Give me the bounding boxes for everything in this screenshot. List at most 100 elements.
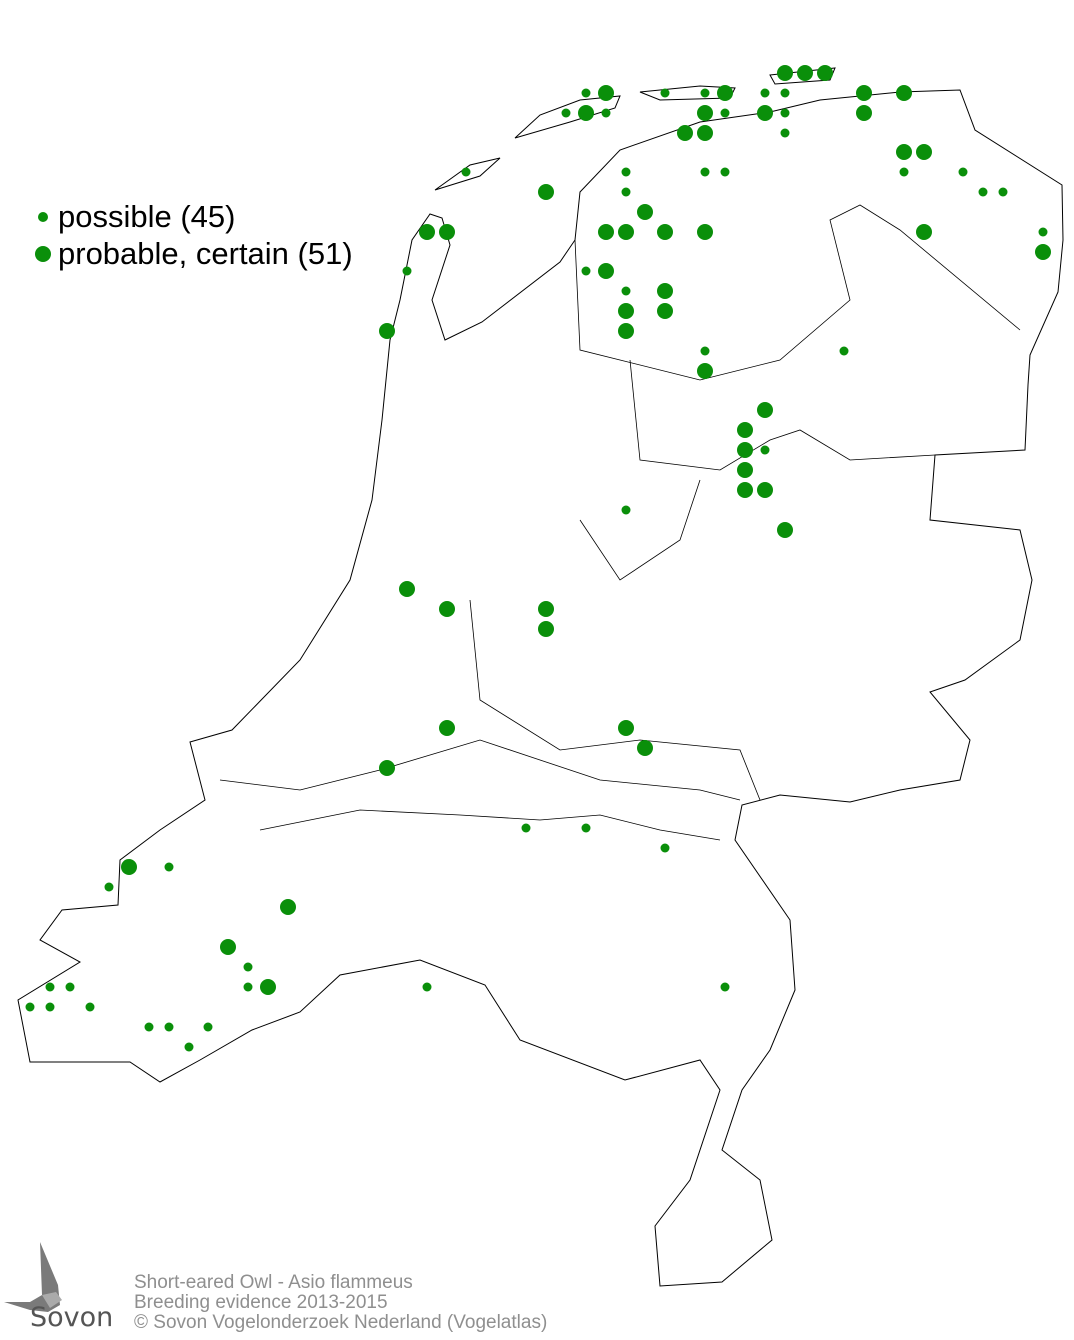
possible-dot [700,167,710,177]
probable-certain-dot [618,224,634,240]
probable-certain-dot [598,85,614,101]
probable-certain-dot [280,899,296,915]
probable-certain-dot [737,462,753,478]
possible-dot [144,1022,154,1032]
probable-certain-dot [657,303,673,319]
province-boundary [219,739,741,801]
probable-certain-dot [1035,244,1051,260]
probable-certain-dot [916,144,932,160]
probable-certain-dot [737,482,753,498]
probable-certain-dot [598,224,614,240]
possible-dot [1038,227,1048,237]
possible-dot [998,187,1008,197]
probable-certain-dot [697,363,713,379]
coast-outline [434,157,501,191]
province-boundary [469,599,761,801]
possible-dot [581,266,591,276]
probable-certain-dot [737,442,753,458]
probable-certain-dot [856,105,872,121]
probable-certain-dot [697,125,713,141]
province-boundary [579,479,701,581]
possible-dot [521,823,531,833]
observation-dots [25,65,1051,1052]
possible-dot [243,982,253,992]
probable-certain-dot [677,125,693,141]
possible-dot [621,505,631,515]
species-title: Short-eared Owl - Asio flammeus [134,1272,413,1293]
probable-certain-dot [121,859,137,875]
probable-certain-dot [657,224,673,240]
possible-dot [164,1022,174,1032]
probable-certain-dot [757,402,773,418]
possible-dot [780,88,790,98]
probable-certain-dot [896,144,912,160]
possible-dot [65,982,75,992]
probable-certain-dot [916,224,932,240]
province-boundary [259,809,721,841]
possible-dot [461,167,471,177]
probable-certain-dot [419,224,435,240]
probable-certain-dot [598,263,614,279]
large-dot-icon [35,245,51,262]
possible-dot [839,346,849,356]
probable-certain-dot [637,204,653,220]
province-boundary [574,204,1021,381]
probable-certain-dot [757,105,773,121]
possible-dot [601,108,611,118]
legend: possible (45) probable, certain (51) [28,198,353,272]
probable-certain-dot [737,422,753,438]
probable-certain-dot [618,303,634,319]
probable-certain-dot [896,85,912,101]
possible-dot [700,88,710,98]
possible-dot [660,88,670,98]
possible-dot [720,167,730,177]
probable-certain-dot [538,601,554,617]
probable-certain-dot [538,621,554,637]
sovon-logo: Sovon [4,1242,113,1333]
possible-dot [164,862,174,872]
probable-certain-dot [697,105,713,121]
probable-certain-dot [777,65,793,81]
probable-certain-dot [717,85,733,101]
probable-certain-dot [439,601,455,617]
legend-item-possible: possible (45) [28,198,353,235]
probable-certain-dot [618,720,634,736]
possible-dot [720,982,730,992]
probable-certain-dot [657,283,673,299]
possible-dot [581,823,591,833]
possible-dot [45,982,55,992]
credits: Short-eared Owl - Asio flammeus Breeding… [134,1273,547,1333]
probable-certain-dot [856,85,872,101]
subtitle: Breeding evidence 2013-2015 [134,1292,388,1313]
small-dot-icon [38,211,48,222]
possible-dot [243,962,253,972]
probable-certain-dot [697,224,713,240]
possible-dot [621,187,631,197]
probable-certain-dot [757,482,773,498]
possible-dot [700,346,710,356]
possible-dot [104,882,114,892]
probable-certain-dot [439,224,455,240]
possible-dot [958,167,968,177]
probable-certain-dot [578,105,594,121]
probable-certain-dot [379,323,395,339]
possible-dot [899,167,909,177]
possible-dot [660,843,670,853]
possible-dot [978,187,988,197]
possible-dot [621,167,631,177]
probable-certain-dot [777,522,793,538]
possible-dot [184,1042,194,1052]
legend-label: possible (45) [58,198,236,234]
possible-dot [621,286,631,296]
possible-dot [780,128,790,138]
possible-dot [85,1002,95,1012]
svg-text:Sovon: Sovon [30,1302,113,1333]
probable-certain-dot [817,65,833,81]
possible-dot [760,88,770,98]
possible-dot [402,266,412,276]
probable-certain-dot [260,979,276,995]
probable-certain-dot [618,323,634,339]
probable-certain-dot [538,184,554,200]
